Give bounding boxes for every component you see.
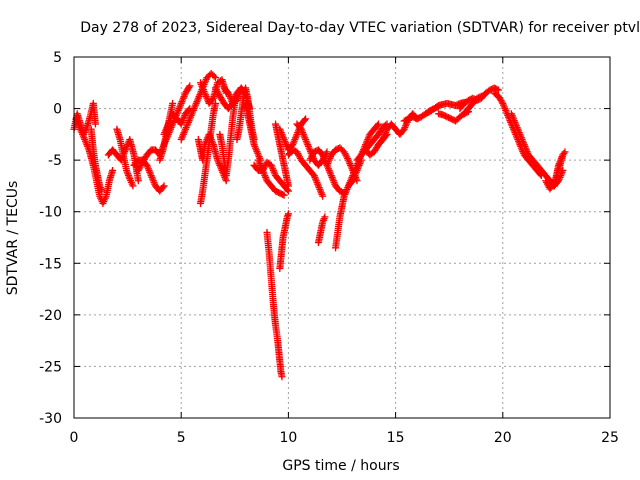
data-point (561, 148, 569, 156)
series-arc-02 (72, 115, 117, 207)
axis-ticks: 0 5 10 15 20 25 5 0 -5 -10 -15 -20 -25 -30 (39, 50, 619, 446)
data-point (560, 149, 568, 157)
series-arc-05 (113, 125, 137, 190)
data-point (212, 99, 220, 107)
plot-frame (73, 56, 611, 419)
data-point (323, 148, 331, 156)
grid (74, 57, 610, 418)
y-tick-label: -15 (39, 256, 62, 272)
series-arc-21 (263, 228, 286, 381)
data-point (278, 373, 286, 381)
series-arc-03 (87, 125, 106, 195)
data-point (160, 182, 168, 190)
data-point (159, 183, 167, 191)
data-point (212, 74, 220, 82)
data-point (169, 99, 177, 107)
y-tick-label: -30 (39, 411, 62, 427)
data-point (284, 182, 292, 190)
series-arc-30 (323, 144, 361, 185)
series-arc-32 (353, 120, 391, 164)
series-arc-39 (460, 92, 485, 118)
data-point (185, 83, 193, 91)
y-tick-label: -20 (39, 308, 62, 324)
data-point (320, 215, 328, 223)
series-arc-42 (529, 156, 567, 190)
series-arc-40 (490, 89, 545, 180)
data-point (476, 93, 484, 101)
chart-title: Day 278 of 2023, Sidereal Day-to-day VTE… (80, 20, 640, 36)
data-point (344, 154, 352, 162)
x-tick-label: 10 (279, 430, 297, 446)
series-arc-16 (216, 89, 241, 180)
x-tick-label: 5 (177, 430, 186, 446)
x-tick-label: 15 (387, 430, 405, 446)
data-point (493, 85, 501, 93)
x-axis-label: GPS time / hours (282, 458, 399, 474)
data-point (353, 177, 361, 185)
data-point (280, 191, 288, 199)
series-arc-25 (284, 146, 327, 200)
y-tick-label: 5 (53, 50, 62, 66)
series-arc-06 (130, 156, 168, 195)
x-tick-label: 25 (601, 430, 619, 446)
data-point (98, 187, 106, 195)
data-point (210, 72, 218, 80)
data-point (319, 192, 327, 200)
y-tick-label: 0 (53, 102, 62, 118)
data-point (321, 213, 329, 221)
data-point (319, 216, 327, 224)
series-arc-18 (242, 99, 265, 164)
data-points (70, 70, 569, 381)
data-point (279, 191, 287, 199)
data-point (300, 116, 308, 124)
data-point (134, 177, 142, 185)
series-arc-15 (196, 99, 220, 207)
data-point (91, 120, 99, 128)
y-tick-label: -25 (39, 359, 62, 375)
series-arc-22 (276, 210, 292, 272)
data-point (284, 210, 292, 218)
data-point (283, 186, 291, 194)
data-point (186, 82, 194, 90)
y-axis-label: SDTVAR / TECUs (5, 181, 21, 296)
y-tick-label: -5 (48, 153, 62, 169)
series-arc-44 (550, 148, 569, 190)
data-point (373, 121, 381, 129)
x-tick-label: 0 (70, 430, 79, 446)
series-arc-29 (332, 156, 365, 252)
y-tick-label: -10 (39, 205, 62, 221)
data-point (374, 120, 382, 128)
x-tick-label: 20 (494, 430, 512, 446)
data-point (129, 182, 137, 190)
data-point (498, 98, 506, 106)
data-point (495, 86, 503, 94)
series-arc-09 (160, 105, 194, 138)
data-point (302, 115, 310, 123)
series-arc-20 (254, 156, 288, 199)
data-point (208, 96, 216, 104)
data-point (109, 166, 117, 174)
data-point (233, 89, 241, 97)
series-arc-28 (314, 213, 329, 247)
data-point (477, 92, 485, 100)
